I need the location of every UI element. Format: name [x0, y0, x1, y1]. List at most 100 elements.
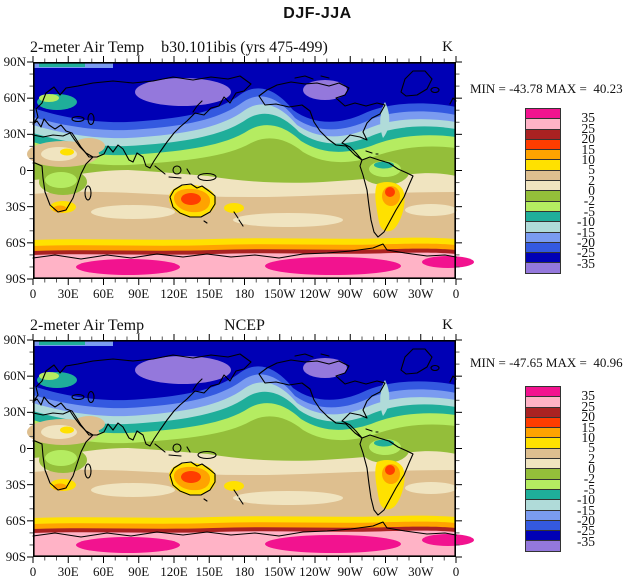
- lat-tick-label: 0: [19, 440, 27, 456]
- panel-1-minmax-stats: MIN = -43.78 MAX = 40.23: [470, 81, 623, 96]
- colorbar-tick-label: -2: [583, 471, 595, 487]
- lat-tick-label: 0: [19, 162, 27, 178]
- lon-tick-label: 120E: [160, 286, 188, 301]
- colorbar-tick-label: 5: [588, 440, 595, 456]
- lat-tick-label: 90S: [5, 549, 26, 564]
- lat-tick-label: 30N: [3, 404, 26, 420]
- world-temperature-map: [26, 56, 475, 285]
- colorbar-tick-label: 35: [581, 110, 596, 126]
- lat-tick-label: 30S: [5, 476, 26, 492]
- lat-tick-label: 90S: [5, 271, 26, 286]
- colorbar-tick-label: -25: [577, 523, 595, 539]
- lon-tick-label: 180: [234, 564, 255, 578]
- lon-tick-label: 60W: [372, 564, 399, 578]
- lon-tick-label: 60E: [93, 286, 114, 301]
- lon-tick-label: 150W: [263, 564, 296, 578]
- colorbar-swatches: [525, 386, 561, 552]
- lon-tick-label: 90E: [128, 286, 150, 301]
- panel-2-minmax-stats: MIN = -47.65 MAX = 40.96: [470, 355, 623, 370]
- panel-2-lon-axis: 0 30E 60E 90E 120E 150E 180 150W 120W 90…: [29, 564, 460, 578]
- lon-tick-label: 120W: [299, 286, 331, 301]
- colorbar-tick-label: 10: [581, 151, 596, 167]
- lon-tick-label: 30E: [57, 564, 79, 578]
- lon-tick-label: 60W: [372, 286, 399, 301]
- lat-tick-label: 90N: [3, 332, 26, 347]
- colorbar-tick-label: -25: [577, 245, 595, 261]
- panel-1-colorbar: 35 25 20 15 10 5 2 0 -2 -5 -10 -15 -20 -…: [525, 108, 605, 274]
- lon-tick-label: 30W: [408, 286, 434, 301]
- axis-ticks: [27, 334, 462, 563]
- colorbar-tick-label: -5: [583, 481, 595, 497]
- lon-tick-label: 90W: [337, 286, 363, 301]
- panel-2-units-label: K: [442, 317, 453, 333]
- colorbar-labels: 35 25 20 15 10 5 2 0 -2 -5 -10 -15 -20 -…: [565, 108, 595, 274]
- lat-tick-label: 30S: [5, 198, 26, 214]
- lat-tick-label: 60N: [3, 368, 26, 384]
- colorbar-tick-label: 15: [581, 419, 596, 435]
- colorbar-tick-label: -15: [577, 502, 595, 518]
- colorbar-swatches: [525, 108, 561, 274]
- axis-ticks: [27, 56, 462, 285]
- lat-tick-label: 60S: [5, 234, 26, 250]
- colorbar-tick-label: -35: [577, 533, 595, 549]
- world-temperature-map: [26, 334, 475, 563]
- lon-tick-label: 90W: [337, 564, 363, 578]
- panel-2-lat-axis: 90N 60N 30N 0 30S 60S 90S: [0, 332, 28, 564]
- colorbar-tick-label: 5: [588, 162, 595, 178]
- panel-2-dataset-label: NCEP: [224, 317, 265, 334]
- colorbar-tick-label: 20: [581, 409, 596, 425]
- colorbar-tick-label: 20: [581, 131, 596, 147]
- colorbar-tick-label: -20: [577, 512, 595, 528]
- lon-tick-label: 120W: [299, 564, 331, 578]
- panel-1-map: [26, 56, 475, 285]
- lat-tick-label: 60N: [3, 90, 26, 106]
- colorbar-swatch: [525, 540, 561, 552]
- colorbar-tick-label: 25: [581, 120, 596, 136]
- panel-1-variable-title: 2-meter Air Temp: [30, 39, 145, 56]
- colorbar-tick-label: -15: [577, 224, 595, 240]
- panel-2-variable-title: 2-meter Air Temp: [30, 317, 145, 334]
- lon-tick-label: 150E: [195, 564, 223, 578]
- colorbar-tick-label: 10: [581, 429, 596, 445]
- colorbar-tick-label: -35: [577, 255, 595, 271]
- panel-1-title-row: 2-meter Air Temp b30.101ibis (yrs 475-49…: [30, 39, 456, 57]
- colorbar-tick-label: -20: [577, 234, 595, 250]
- lon-tick-label: 0: [29, 286, 37, 301]
- colorbar-tick-label: 25: [581, 398, 596, 414]
- colorbar-tick-label: 2: [588, 450, 595, 466]
- lat-tick-label: 90N: [3, 54, 26, 69]
- lat-tick-label: 30N: [3, 126, 26, 142]
- panel-2-map: [26, 334, 475, 563]
- panel-2-title-row: 2-meter Air Temp NCEP K: [30, 317, 456, 335]
- colorbar-labels: 35 25 20 15 10 5 2 0 -2 -5 -10 -15 -20 -…: [565, 386, 595, 552]
- colorbar-tick-label: -10: [577, 214, 595, 230]
- colorbar-tick-label: 2: [588, 172, 595, 188]
- lon-tick-label: 30W: [408, 564, 434, 578]
- lon-tick-label: 150E: [195, 286, 223, 301]
- figure-title: DJF-JJA: [283, 5, 352, 22]
- panel-1-lat-axis: 90N 60N 30N 0 30S 60S 90S: [0, 54, 28, 286]
- panel-1-dataset-label: b30.101ibis (yrs 475-499): [161, 39, 328, 56]
- colorbar-tick-label: 0: [588, 461, 595, 476]
- panel-2-colorbar: 35 25 20 15 10 5 2 0 -2 -5 -10 -15 -20 -…: [525, 386, 605, 552]
- lon-tick-label: 60E: [93, 564, 114, 578]
- lon-tick-label: 30E: [57, 286, 79, 301]
- lon-tick-label: 150W: [263, 286, 296, 301]
- lon-tick-label: 0: [452, 286, 460, 301]
- lon-tick-label: 0: [452, 564, 460, 578]
- lon-tick-label: 120E: [160, 564, 188, 578]
- lon-tick-label: 180: [234, 286, 255, 301]
- lat-tick-label: 60S: [5, 512, 26, 528]
- colorbar-tick-label: 35: [581, 388, 596, 404]
- colorbar-tick-label: 15: [581, 141, 596, 157]
- colorbar-swatch: [525, 262, 561, 274]
- colorbar-tick-label: 0: [588, 183, 595, 198]
- colorbar-tick-label: -2: [583, 193, 595, 209]
- colorbar-tick-label: -10: [577, 492, 595, 508]
- panel-1-lon-axis: 0 30E 60E 90E 120E 150E 180 150W 120W 90…: [29, 286, 460, 301]
- colorbar-tick-label: -5: [583, 203, 595, 219]
- lon-tick-label: 90E: [128, 564, 150, 578]
- panel-1-units-label: K: [442, 39, 453, 55]
- lon-tick-label: 0: [29, 564, 37, 578]
